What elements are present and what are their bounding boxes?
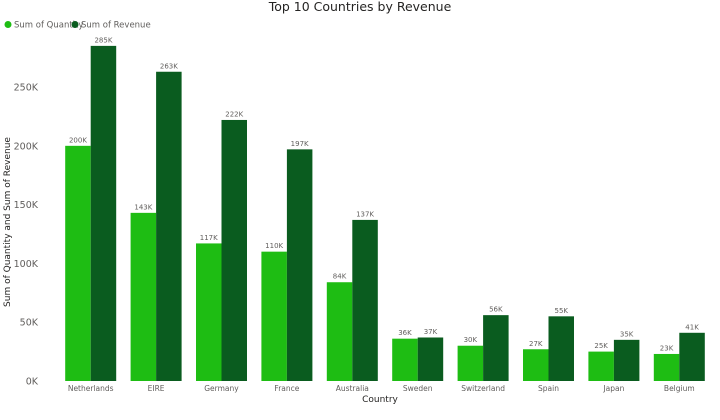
data-label: 55K: [555, 307, 569, 315]
data-labels: 200K 285K 143K 263K 117K 222K 110K 197K 84K 137K 3…: [69, 36, 699, 352]
chart-title: Top 10 Countries by Revenue: [268, 0, 452, 14]
bar-revenue-spain[interactable]: [548, 316, 575, 381]
data-label: 56K: [489, 306, 503, 314]
legend-swatch-revenue: [71, 21, 79, 28]
data-label: 110K: [265, 242, 283, 250]
y-tick-label: 50K: [20, 318, 39, 329]
y-tick-label: 0K: [26, 377, 39, 388]
data-label: 137K: [356, 210, 374, 218]
bar-revenue-netherlands[interactable]: [90, 45, 117, 381]
x-tick-label: Japan: [602, 384, 624, 393]
legend-label-quantity: Sum of Quantity: [14, 21, 83, 31]
data-label: 143K: [134, 203, 152, 211]
data-label: 35K: [620, 330, 634, 338]
data-label: 27K: [529, 340, 543, 348]
bar-revenue-japan[interactable]: [613, 339, 640, 381]
legend-swatch-quantity: [4, 21, 12, 28]
bar-revenue-germany[interactable]: [221, 119, 248, 382]
bar-revenue-france[interactable]: [286, 149, 313, 381]
y-tick-label: 200K: [14, 141, 39, 152]
bar-revenue-sweden[interactable]: [417, 337, 444, 381]
x-tick-label: Spain: [538, 384, 559, 393]
x-tick-label: Sweden: [403, 384, 433, 393]
x-tick-label: EIRE: [148, 384, 165, 393]
bar-quantity-germany[interactable]: [196, 243, 222, 381]
data-label: 41K: [685, 323, 699, 331]
x-tick-label: Australia: [336, 384, 369, 393]
y-tick-label: 150K: [14, 200, 39, 211]
bar-quantity-sweden[interactable]: [392, 338, 418, 381]
x-axis-ticks: Netherlands EIRE Germany France Australia Swe…: [68, 384, 695, 393]
x-tick-label: Switzerland: [461, 384, 505, 393]
legend: Sum of Quantity Sum of Revenue: [4, 21, 151, 31]
data-label: 222K: [225, 110, 243, 118]
data-label: 37K: [424, 328, 438, 336]
legend-label-revenue: Sum of Revenue: [81, 21, 151, 31]
data-label: 23K: [660, 344, 674, 352]
data-label: 263K: [160, 62, 178, 70]
bar-quantity-belgium[interactable]: [653, 353, 680, 381]
data-label: 25K: [594, 342, 608, 350]
bar-revenue-australia[interactable]: [352, 219, 378, 381]
x-tick-label: Germany: [204, 384, 239, 393]
bar-quantity-netherlands[interactable]: [65, 145, 91, 381]
y-tick-label: 100K: [14, 259, 39, 270]
bars: [65, 45, 705, 382]
x-tick-label: Netherlands: [68, 384, 114, 393]
data-label: 84K: [333, 273, 347, 281]
bar-revenue-belgium[interactable]: [679, 332, 705, 381]
bar-quantity-australia[interactable]: [326, 282, 353, 381]
bar-quantity-eire[interactable]: [130, 212, 157, 381]
data-label: 197K: [291, 140, 309, 148]
data-label: 36K: [398, 329, 412, 337]
bar-revenue-switzerland[interactable]: [483, 315, 509, 381]
y-axis-ticks: 0K 50K 100K 150K 200K 250K: [14, 83, 39, 388]
x-tick-label: France: [274, 384, 299, 393]
y-axis-title: Sum of Quantity and Sum of Revenue: [3, 137, 13, 307]
x-tick-label: Belgium: [664, 384, 695, 393]
data-label: 285K: [94, 36, 112, 44]
bar-quantity-switzerland[interactable]: [457, 345, 484, 381]
bar-quantity-france[interactable]: [261, 251, 287, 381]
data-label: 30K: [464, 336, 478, 344]
y-tick-label: 250K: [14, 83, 39, 94]
bar-quantity-japan[interactable]: [588, 351, 614, 381]
data-label: 117K: [200, 234, 218, 242]
x-axis-title: Country: [362, 395, 398, 405]
bar-quantity-spain[interactable]: [523, 349, 549, 381]
bar-revenue-eire[interactable]: [156, 71, 182, 381]
data-label: 200K: [69, 136, 87, 144]
